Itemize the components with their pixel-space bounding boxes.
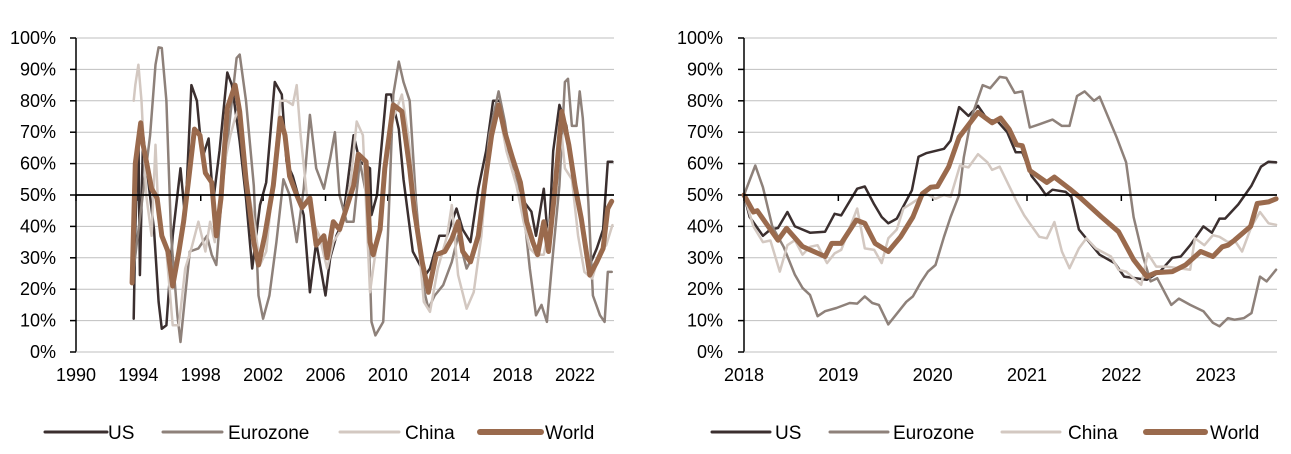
legend-label-china: China <box>1068 423 1118 444</box>
y-tick-label: 20% <box>687 279 723 299</box>
legend-label-china: China <box>405 423 455 444</box>
y-tick-label: 90% <box>20 59 56 79</box>
x-tick-label: 2002 <box>243 365 283 385</box>
x-tick-label: 2020 <box>913 365 953 385</box>
chart-panel-2: 0% 10% 20% 30% 40% 50% 60% 70% 80% 90% 100% 2018 201… <box>677 28 1279 444</box>
chart-panel-1: 0% 10% 20% 30% 40% 50% 60% 70% 80% 90% 100% 1990 199… <box>10 28 615 444</box>
series-line-us <box>132 71 614 331</box>
y-tick-label: 20% <box>20 279 56 299</box>
y-tick-label: 100% <box>10 28 56 48</box>
y-tick-label: 80% <box>20 91 56 111</box>
y-tick-label: 0% <box>30 342 56 362</box>
legend-label-world: World <box>1210 423 1259 444</box>
x-tick-label: 2022 <box>555 365 595 385</box>
x-tick-label: 2018 <box>724 365 764 385</box>
y-tick-label: 80% <box>687 91 723 111</box>
legend-label-us: US <box>108 423 134 444</box>
x-tick-label: 2014 <box>430 365 470 385</box>
x-tick-label: 2018 <box>493 365 533 385</box>
y-tick-label: 40% <box>20 216 56 236</box>
series-line-world <box>741 109 1279 280</box>
series-line-eurozone <box>132 46 613 344</box>
series-line-us <box>742 104 1278 282</box>
y-tick-label: 60% <box>20 154 56 174</box>
x-tick-label: 2021 <box>1007 365 1047 385</box>
legend-label-eurozone: Eurozone <box>228 423 309 444</box>
y-tick-label: 40% <box>687 216 723 236</box>
x-tick-label: 2006 <box>305 365 345 385</box>
y-tick-label: 60% <box>687 154 723 174</box>
y-tick-label: 90% <box>687 59 723 79</box>
x-tick-label: 1994 <box>118 365 158 385</box>
y-tick-label: 10% <box>687 311 723 331</box>
x-tick-label: 2010 <box>368 365 408 385</box>
y-tick-label: 50% <box>687 185 723 205</box>
legend-label-us: US <box>775 423 801 444</box>
legend-label-eurozone: Eurozone <box>893 423 974 444</box>
y-tick-label: 70% <box>687 122 723 142</box>
x-tick-label: 1990 <box>56 365 96 385</box>
y-tick-label: 0% <box>697 342 723 362</box>
series-line-eurozone <box>742 75 1278 328</box>
series-line-world <box>129 82 615 295</box>
legend-label-world: World <box>545 423 594 444</box>
y-tick-label: 70% <box>20 122 56 142</box>
legend: US Eurozone China World <box>710 423 1259 444</box>
legend: US Eurozone China World <box>43 423 594 444</box>
series-line-china <box>132 63 614 327</box>
y-tick-label: 30% <box>687 248 723 268</box>
y-tick-label: 100% <box>677 28 723 48</box>
x-tick-label: 2019 <box>818 365 858 385</box>
x-tick-label: 2023 <box>1196 365 1236 385</box>
x-tick-label: 1998 <box>181 365 221 385</box>
y-tick-label: 50% <box>20 185 56 205</box>
x-tick-label: 2022 <box>1101 365 1141 385</box>
series-line-china <box>742 152 1278 287</box>
y-tick-label: 10% <box>20 311 56 331</box>
y-tick-label: 30% <box>20 248 56 268</box>
